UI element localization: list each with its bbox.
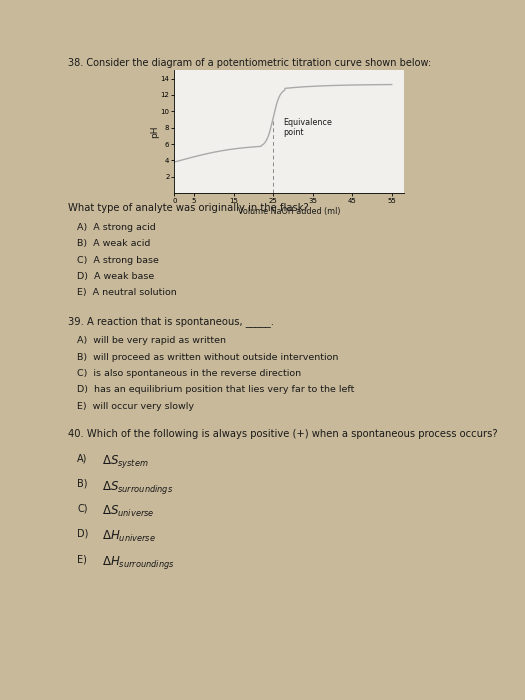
Text: B)  A weak acid: B) A weak acid (77, 239, 151, 248)
Text: C): C) (77, 504, 88, 514)
Text: Equivalence
point: Equivalence point (283, 118, 332, 137)
Text: $\Delta S_{\mathit{surroundings}}$: $\Delta S_{\mathit{surroundings}}$ (101, 479, 173, 496)
Text: D): D) (77, 529, 89, 539)
Text: C)  A strong base: C) A strong base (77, 256, 159, 265)
Text: A)  A strong acid: A) A strong acid (77, 223, 156, 232)
Y-axis label: pH: pH (150, 125, 159, 138)
Text: D)  has an equilibrium position that lies very far to the left: D) has an equilibrium position that lies… (77, 386, 355, 394)
Text: What type of analyte was originally in the flask?: What type of analyte was originally in t… (68, 203, 309, 213)
Text: B)  will proceed as written without outside intervention: B) will proceed as written without outsi… (77, 353, 339, 362)
Text: C)  is also spontaneous in the reverse direction: C) is also spontaneous in the reverse di… (77, 369, 301, 378)
Text: 39. A reaction that is spontaneous, _____.: 39. A reaction that is spontaneous, ____… (68, 316, 275, 327)
Text: E): E) (77, 554, 87, 564)
Text: A)  will be very rapid as written: A) will be very rapid as written (77, 336, 226, 345)
Text: 38. Consider the diagram of a potentiometric titration curve shown below:: 38. Consider the diagram of a potentiome… (68, 58, 432, 68)
X-axis label: Volume NaOH added (ml): Volume NaOH added (ml) (238, 206, 340, 216)
Text: $\Delta S_{\mathit{system}}$: $\Delta S_{\mathit{system}}$ (101, 454, 148, 470)
Text: $\Delta H_{\mathit{universe}}$: $\Delta H_{\mathit{universe}}$ (101, 529, 155, 544)
Text: $\Delta H_{\mathit{surroundings}}$: $\Delta H_{\mathit{surroundings}}$ (101, 554, 174, 571)
Text: D)  A weak base: D) A weak base (77, 272, 154, 281)
Text: $\Delta S_{\mathit{universe}}$: $\Delta S_{\mathit{universe}}$ (101, 504, 154, 519)
Text: E)  will occur very slowly: E) will occur very slowly (77, 402, 194, 411)
Text: B): B) (77, 479, 88, 489)
Text: 40. Which of the following is always positive (+) when a spontaneous process occ: 40. Which of the following is always pos… (68, 430, 498, 440)
Text: E)  A neutral solution: E) A neutral solution (77, 288, 177, 298)
Text: A): A) (77, 454, 88, 463)
